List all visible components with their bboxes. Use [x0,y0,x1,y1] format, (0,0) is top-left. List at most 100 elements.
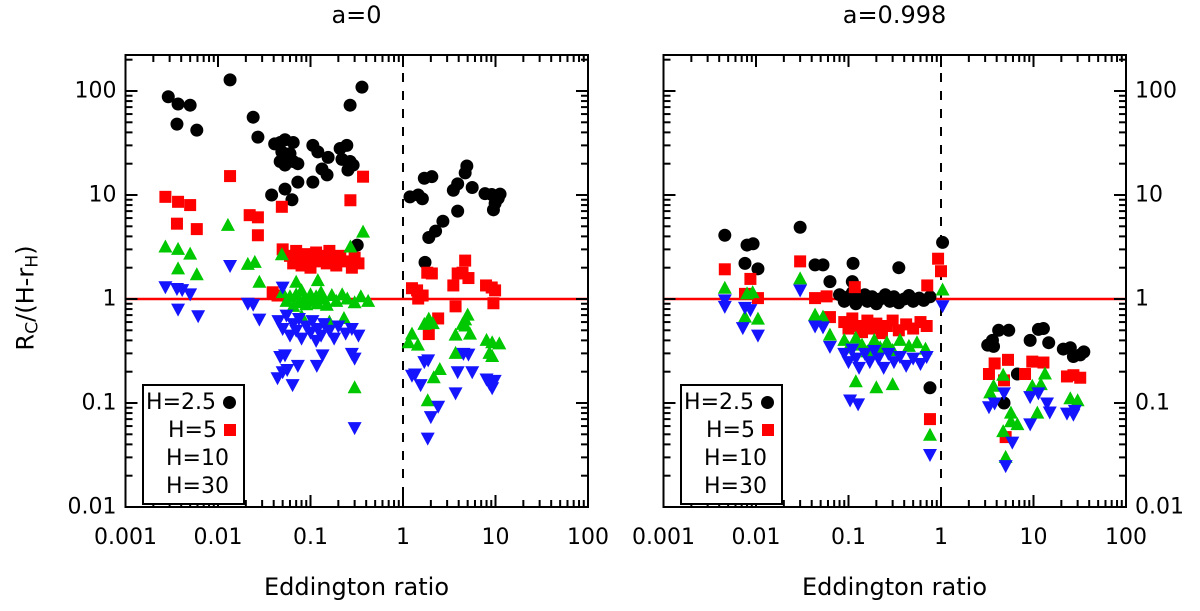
series-H-5 [159,170,502,341]
data-point-circle [170,117,184,131]
data-point-triangle-down [277,349,292,363]
y-tick-label: 100 [75,79,117,104]
data-point-circle [415,192,429,206]
data-point-triangle-up [310,296,325,310]
data-point-triangle-down [876,361,891,375]
data-point-circle [1036,322,1050,336]
data-point-circle [451,177,465,191]
data-point-triangle-up [983,385,998,399]
x-axis-label-right: Eddington ratio [801,573,987,601]
data-point-square [870,317,883,330]
data-point-triangle-down [344,323,359,337]
legend-label: H=10 [704,446,767,472]
data-point-triangle-down [922,448,937,462]
data-point-triangle-down [841,356,856,370]
data-point-triangle-up [347,380,362,394]
legend-marker-square [762,424,774,437]
data-point-circle [418,255,432,269]
data-point-circle [1042,336,1056,350]
data-point-circle [892,261,906,275]
data-point-square [190,223,203,236]
data-point-circle [251,130,265,144]
data-point-triangle-up [329,293,344,307]
data-point-triangle-down [1031,387,1046,401]
legend-label: H=2.5 [146,389,216,415]
data-point-triangle-up [401,335,416,349]
data-point-triangle-down [899,359,914,373]
data-point-triangle-down [837,347,852,361]
data-point-triangle-up [822,327,837,341]
legend-row: H=2.5 [144,389,243,416]
data-point-circle [340,138,354,152]
x-tick-label: 100 [567,525,609,550]
legend-row: H=10 [144,445,243,472]
data-point-triangle-down [1040,397,1055,411]
data-point-circle [190,123,204,137]
data-point-square [416,289,429,302]
legend-row: H=2.5 [682,389,781,416]
data-point-triangle-down [347,352,362,366]
x-tick-label: 0.001 [632,525,695,550]
data-point-triangle-down [997,387,1012,401]
data-point-triangle-up [343,239,358,253]
data-point-triangle-up [448,345,463,359]
data-point-triangle-down [285,379,300,393]
data-point-triangle-up [310,273,325,287]
panel-right: 0.001 0.01 0.1 1 10 100 0.01 0.1 1 10 100 [632,54,1184,550]
data-point-triangle-up [171,261,186,275]
data-point-triangle-down [420,432,435,446]
y-tick-label: 10 [89,183,117,208]
data-point-triangle-down [282,329,297,343]
data-point-circle [183,98,197,112]
series-H-2.5 [161,73,507,269]
data-point-triangle-up [448,327,463,341]
data-point-square [251,229,264,242]
data-point-triangle-down [303,326,318,340]
data-point-square [988,357,1001,370]
x-axis-label-left: Eddington ratio [263,573,449,601]
data-point-triangle-down [413,379,428,393]
data-point-triangle-down [919,350,934,364]
data-point-triangle-down [417,356,432,370]
data-point-triangle-down [290,359,305,373]
data-point-triangle-down [310,323,325,337]
data-point-triangle-down [815,321,830,335]
series-H-2.5 [718,220,1091,410]
legend-row: H=5 [682,417,781,444]
ticks [124,55,589,508]
data-point-triangle-up [1010,417,1025,431]
data-point-triangle-down [404,369,419,383]
data-point-triangle-down [327,332,342,346]
data-point-square [886,314,899,327]
data-point-triangle-down [987,397,1002,411]
data-point-circle [306,175,320,189]
legend-row: H=5 [144,417,243,444]
data-point-square [920,320,933,333]
data-point-triangle-down [461,348,476,362]
data-point-triangle-up [869,380,884,394]
data-point-triangle-down [867,344,882,358]
data-point-square [935,265,947,278]
data-point-triangle-down [717,300,732,314]
data-point-circle [738,256,752,270]
data-point-circle [291,175,305,189]
y-axis-label: RC/(H-rH) [12,245,43,350]
data-point-square [447,279,460,292]
data-point-square [1019,368,1032,381]
data-point-triangle-down [347,422,362,436]
data-point-triangle-down [848,352,863,366]
y-axis-label-segment: R [11,333,40,351]
x-tick-label: 0.1 [293,525,328,550]
data-point-triangle-up [356,224,371,238]
legend-right: H=2.5 H=5 H=10 H=30 [680,384,783,505]
data-point-circle [285,193,299,207]
data-point-circle [286,135,300,149]
axes-frame [662,54,1127,508]
data-point-circle [451,204,465,218]
data-point-triangle-down [431,400,446,414]
data-point-triangle-down [158,281,173,295]
data-point-square [1074,371,1087,384]
axes-frame [124,54,589,508]
data-point-square [170,217,183,230]
data-point-triangle-down [314,329,329,343]
